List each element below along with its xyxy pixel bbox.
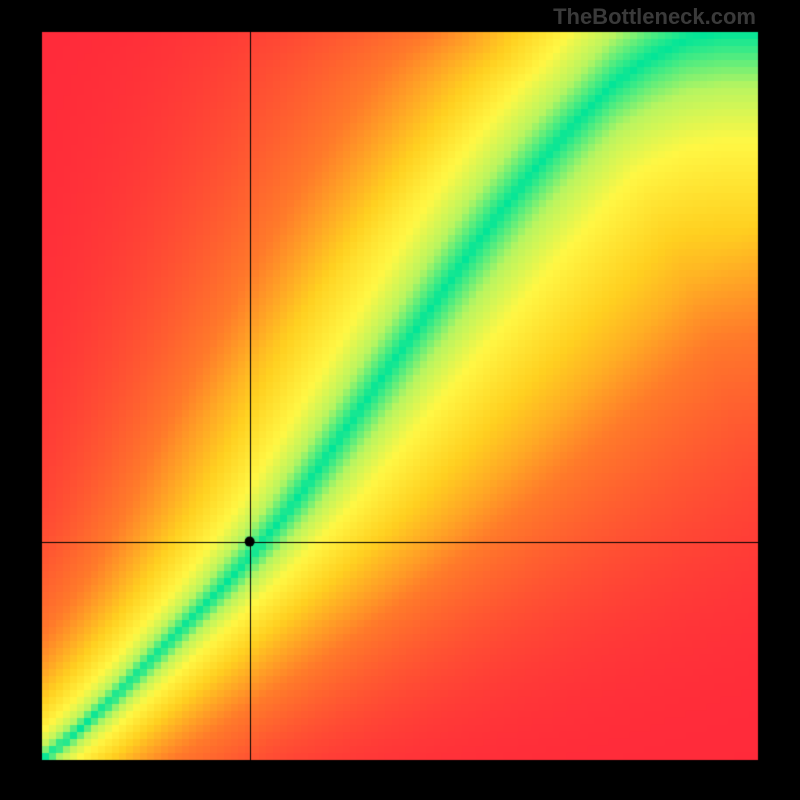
heatmap-canvas bbox=[0, 0, 800, 800]
bottleneck-heatmap: TheBottleneck.com bbox=[0, 0, 800, 800]
watermark-text: TheBottleneck.com bbox=[553, 4, 756, 30]
